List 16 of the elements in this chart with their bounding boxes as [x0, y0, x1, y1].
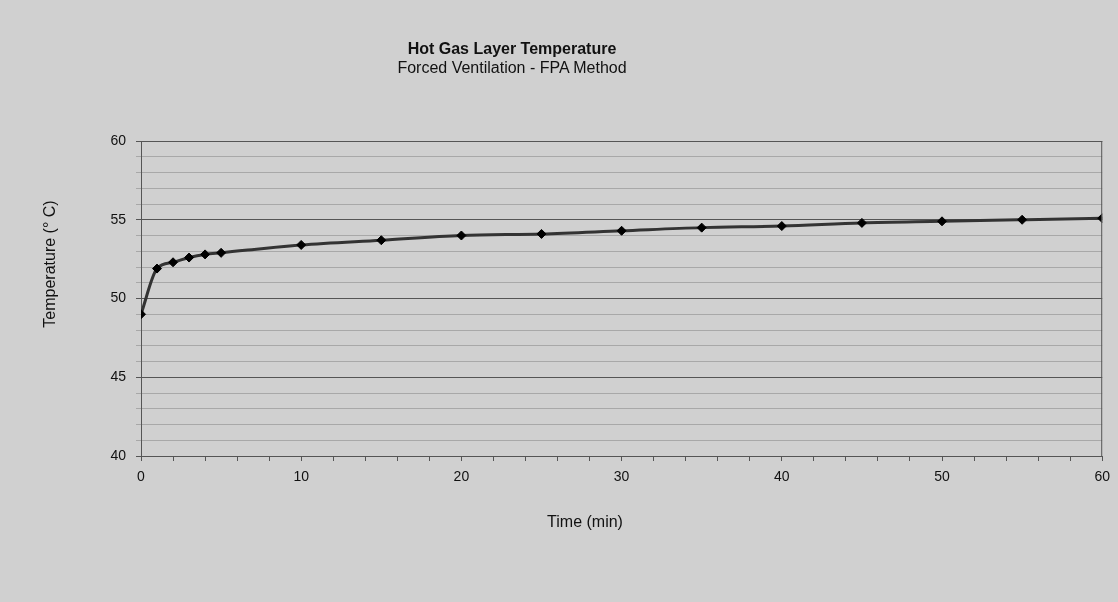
x-tick-label: 20 — [453, 468, 470, 485]
y-axis-title: Temperature (° C) — [41, 200, 59, 328]
y-tick-label: 45 — [110, 368, 127, 385]
chart-subtitle: Forced Ventilation - FPA Method — [397, 59, 627, 77]
y-tick-label: 55 — [110, 210, 127, 227]
x-tick-label: 40 — [774, 468, 790, 485]
y-tick-label: 60 — [110, 131, 127, 148]
x-axis-title: Time (min) — [547, 513, 623, 531]
x-tick-label: 10 — [293, 468, 310, 485]
y-tick-label: 50 — [110, 289, 127, 306]
x-tick-label: 60 — [1094, 468, 1111, 485]
x-tick-label: 30 — [613, 468, 630, 485]
chart-title: Hot Gas Layer Temperature — [407, 40, 617, 58]
x-tick-label: 50 — [934, 468, 951, 485]
y-tick-label: 40 — [110, 446, 127, 463]
x-tick-label: 0 — [137, 468, 146, 485]
